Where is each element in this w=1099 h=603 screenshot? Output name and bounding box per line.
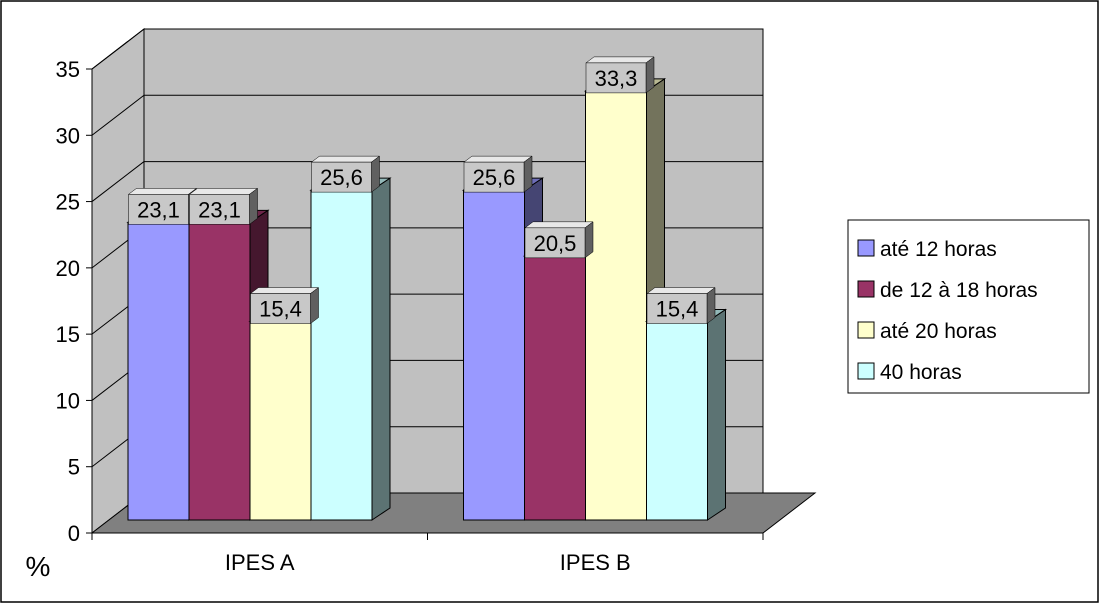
data-label-top <box>188 188 259 195</box>
data-label-box <box>463 161 525 193</box>
data-label-text: 23,1 <box>137 197 180 222</box>
legend-label: até 20 horas <box>880 320 997 343</box>
bar <box>585 90 647 521</box>
data-label-top <box>646 287 716 294</box>
bar <box>127 221 190 521</box>
legend-swatch <box>857 280 875 298</box>
legend-swatch <box>857 362 875 380</box>
plot-area: 0 5 10 15 20 25 30 35 23,1 23,1 15,4 25,6 25,6 20,5 33… <box>56 27 817 575</box>
x-tick-label: IPES A <box>225 550 295 575</box>
data-label-box <box>250 293 311 324</box>
data-label-top <box>524 221 594 229</box>
bar <box>249 321 312 521</box>
data-label: 33,3 <box>585 56 655 94</box>
data-label: 25,6 <box>463 155 533 193</box>
data-label-text: 25,6 <box>320 165 363 190</box>
data-label-box <box>585 62 647 94</box>
legend: até 12 horas de 12 à 18 horas até 20 horas… <box>847 219 1090 394</box>
data-label-side <box>310 287 319 325</box>
data-label: 20,5 <box>524 221 594 259</box>
y-tick-label: 15 <box>56 322 80 347</box>
gridline <box>91 94 145 136</box>
data-label: 23,1 <box>188 187 259 225</box>
data-label-text: 20,5 <box>534 231 577 256</box>
data-label-side <box>706 287 716 325</box>
data-label-top <box>310 155 381 163</box>
data-label-text: 33,3 <box>595 66 638 91</box>
data-label-box <box>524 227 586 259</box>
bar <box>463 189 525 521</box>
data-label: 15,4 <box>646 287 716 325</box>
data-label-box <box>189 194 250 225</box>
legend-label: de 12 à 18 horas <box>880 279 1038 302</box>
data-label: 23,1 <box>127 187 198 225</box>
data-label-side <box>249 187 258 225</box>
legend-swatch <box>857 239 875 257</box>
legend-label: até 12 horas <box>880 238 997 261</box>
data-label-box <box>128 194 189 225</box>
data-label-box <box>311 161 372 193</box>
data-label-top <box>249 287 320 294</box>
y-tick-label: 30 <box>56 123 80 148</box>
data-label: 15,4 <box>249 287 320 325</box>
bar <box>188 221 251 521</box>
data-label-top <box>463 155 533 163</box>
data-label-box <box>646 293 708 324</box>
gridline <box>91 161 145 202</box>
x-tick-label: IPES B <box>560 550 631 575</box>
y-axis-label: % <box>26 551 51 582</box>
bar-side <box>707 308 726 521</box>
data-label-top <box>127 188 198 195</box>
data-label-side <box>645 56 655 94</box>
bar <box>524 255 586 521</box>
bar <box>646 321 708 521</box>
legend-box <box>847 219 1090 394</box>
legend-swatch <box>857 321 875 339</box>
data-label-side <box>584 221 594 259</box>
y-tick-label: 0 <box>68 521 80 546</box>
data-label-side <box>523 155 533 193</box>
y-tick-label: 35 <box>56 57 80 82</box>
y-tick-label: 20 <box>56 256 80 281</box>
y-tick-label: 5 <box>68 455 80 480</box>
data-label-text: 15,4 <box>259 297 302 322</box>
data-label-side <box>371 155 380 193</box>
legend-label: 40 horas <box>880 361 962 384</box>
y-tick-label: 25 <box>56 190 80 215</box>
bar <box>310 189 373 521</box>
data-label-text: 15,4 <box>656 297 699 322</box>
data-label-text: 25,6 <box>473 165 516 190</box>
bar-side <box>371 177 391 521</box>
data-label-text: 23,1 <box>198 197 241 222</box>
data-label: 25,6 <box>310 155 381 193</box>
data-label-top <box>585 56 655 64</box>
gridline <box>91 28 145 70</box>
y-tick-label: 10 <box>56 388 80 413</box>
